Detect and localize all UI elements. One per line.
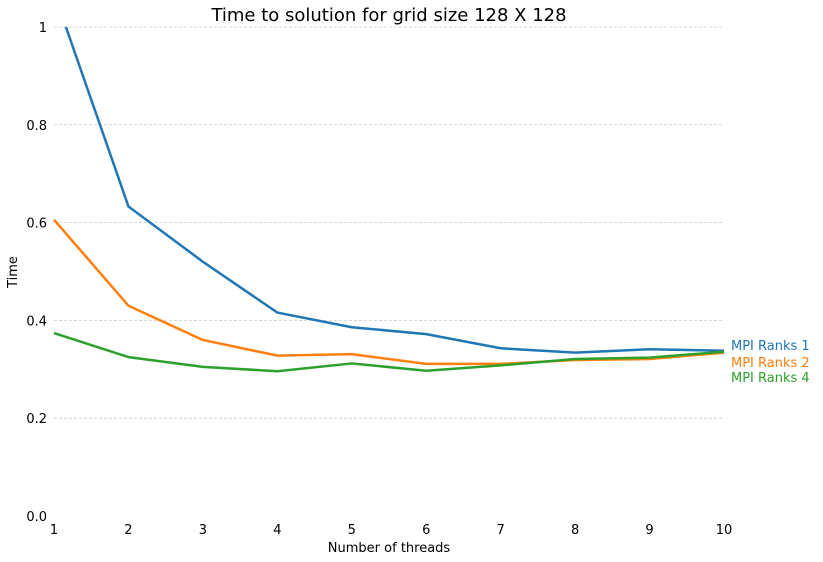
x-tick-labels: 1 2 3 4 5 6 7 8 9 10 xyxy=(50,523,732,538)
series-line xyxy=(53,331,725,373)
x-tick-label: 5 xyxy=(348,523,356,538)
chart-title: Time to solution for grid size 128 X 128 xyxy=(210,5,566,26)
grid-lines xyxy=(54,26,724,419)
series-label: MPI Ranks 2 xyxy=(731,356,810,371)
series-line xyxy=(64,27,725,354)
y-tick-label: 0.8 xyxy=(26,119,47,134)
y-tick-label: 0.2 xyxy=(26,412,47,427)
x-tick-label: 9 xyxy=(645,523,653,538)
x-axis-label: Number of threads xyxy=(328,541,451,556)
y-tick-label: 0.6 xyxy=(26,217,47,232)
y-tick-label: 0.0 xyxy=(26,510,47,525)
x-tick-label: 6 xyxy=(422,523,430,538)
y-tick-label: 1 xyxy=(39,21,47,36)
x-tick-label: 7 xyxy=(497,523,505,538)
series-label: MPI Ranks 4 xyxy=(731,371,810,386)
series-line xyxy=(53,218,725,366)
x-tick-label: 10 xyxy=(716,523,733,538)
series-label: MPI Ranks 1 xyxy=(731,339,810,354)
series-lines xyxy=(53,27,725,373)
x-tick-label: 1 xyxy=(50,523,58,538)
y-axis-label: Time xyxy=(6,256,21,289)
x-tick-label: 2 xyxy=(124,523,132,538)
x-tick-label: 3 xyxy=(199,523,207,538)
y-tick-labels: 0.0 0.2 0.4 0.6 0.8 1 xyxy=(26,21,47,525)
x-tick-label: 4 xyxy=(273,523,281,538)
x-tick-label: 8 xyxy=(571,523,579,538)
y-tick-label: 0.4 xyxy=(26,314,47,329)
